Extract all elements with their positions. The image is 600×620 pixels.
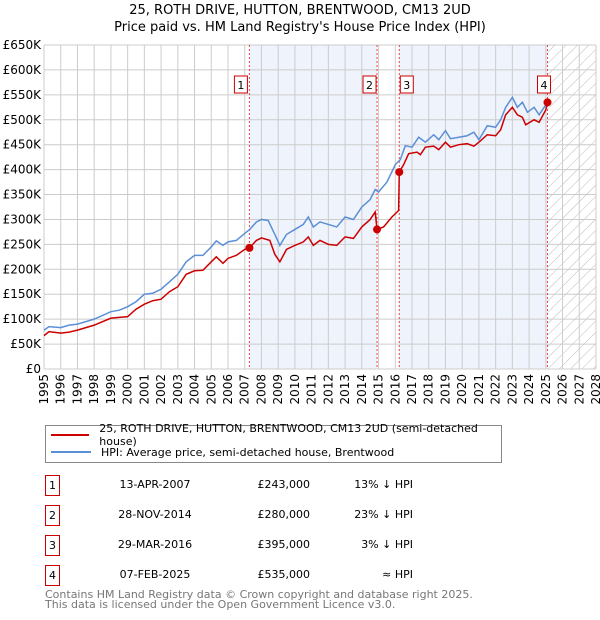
x-tick-label: 2028	[589, 374, 600, 405]
y-tick-label: £100K	[3, 312, 43, 326]
x-tick-label: 1996	[54, 374, 68, 405]
x-tick-label: 2005	[204, 374, 218, 405]
x-tick-label: 2014	[355, 374, 369, 405]
x-tick-label: 2011	[305, 374, 319, 405]
hpi-line	[43, 95, 549, 331]
sale-price: £535,000	[257, 568, 311, 581]
table-row: 4 07-FEB-2025 £535,000 ≈ HPI	[45, 565, 445, 587]
hpi-diff: ≈ HPI	[382, 568, 413, 581]
sale-date: 28-NOV-2014	[118, 508, 192, 521]
x-tick-label: 2024	[522, 374, 536, 405]
sale-price: £395,000	[257, 538, 311, 551]
sale-label: 2	[366, 79, 373, 92]
legend-hpi: HPI: Average price, semi-detached house,…	[101, 445, 395, 459]
chart-subtitle: Price paid vs. HM Land Registry's House …	[114, 20, 486, 35]
x-tick-label: 2002	[154, 374, 168, 405]
sale-point	[395, 168, 404, 177]
sale-date: 07-FEB-2025	[119, 568, 191, 581]
legend-red-line	[51, 434, 90, 436]
sale-number: 4	[45, 565, 60, 586]
x-tick-label: 2017	[405, 374, 419, 405]
legend: 25, ROTH DRIVE, HUTTON, BRENTWOOD, CM13 …	[45, 422, 502, 463]
legend-property: 25, ROTH DRIVE, HUTTON, BRENTWOOD, CM13 …	[99, 422, 478, 448]
legend-blue-line	[51, 451, 91, 453]
sale-point	[373, 225, 382, 234]
x-tick-label: 2023	[505, 374, 519, 405]
footer-line1: Contains HM Land Registry data © Crown c…	[45, 588, 473, 601]
y-tick-label: £0	[26, 362, 41, 376]
y-tick-label: £400K	[3, 163, 43, 177]
x-tick-label: 1995	[37, 374, 51, 405]
x-tick-label: 2013	[338, 374, 352, 405]
x-tick-label: 2018	[422, 374, 436, 405]
price-chart: 1 2 3 4 £0 £50K £100K £150K £200K £250K £300K £350K…	[3, 38, 600, 405]
x-tick-label: 2009	[271, 374, 285, 405]
x-tick-label: 2019	[438, 374, 452, 405]
x-tick-label: 2001	[137, 374, 151, 405]
forecast-hatch	[547, 45, 596, 369]
footer-line2: This data is licensed under the Open Gov…	[45, 598, 396, 611]
sale-label: 1	[237, 79, 244, 92]
sale-date: 29-MAR-2016	[117, 538, 193, 551]
x-tick-label: 2021	[472, 374, 486, 405]
shaded-period	[399, 45, 548, 369]
sale-point	[245, 243, 254, 252]
x-tick-label: 2020	[455, 374, 469, 405]
x-tick-label: 2022	[489, 374, 503, 405]
price-paid-line	[43, 102, 549, 337]
table-row: 1 13-APR-2007 £243,000 13% ↓ HPI	[45, 475, 445, 497]
y-tick-label: £650K	[3, 38, 43, 52]
sale-number: 2	[45, 505, 60, 526]
y-tick-label: £200K	[3, 262, 43, 276]
x-tick-label: 2016	[388, 374, 402, 405]
footer: Contains HM Land Registry data © Crown c…	[45, 588, 473, 611]
y-tick-label: £350K	[3, 188, 43, 202]
x-tick-label: 2012	[321, 374, 335, 405]
x-tick-label: 2026	[556, 374, 570, 405]
y-tick-label: £450K	[3, 138, 43, 152]
x-tick-label: 2000	[121, 374, 135, 405]
x-tick-label: 2008	[254, 374, 268, 405]
y-tick-label: £550K	[3, 88, 43, 102]
sale-date: 13-APR-2007	[119, 478, 191, 491]
sale-label-box	[233, 75, 248, 94]
x-tick-label: 2025	[539, 374, 553, 405]
y-tick-label: £600K	[3, 63, 43, 77]
x-tick-label: 2006	[221, 374, 235, 405]
x-tick-label: 1997	[70, 374, 84, 405]
sale-price: £243,000	[257, 478, 311, 491]
sale-number: 1	[45, 475, 60, 496]
sale-label-box	[362, 75, 377, 94]
shaded-period	[249, 45, 378, 369]
sale-point	[543, 98, 552, 107]
x-tick-label: 2027	[572, 374, 586, 405]
x-tick-label: 2003	[171, 374, 185, 405]
hpi-diff: 13% ↓ HPI	[354, 478, 413, 491]
sale-number: 3	[45, 535, 60, 556]
y-tick-label: £300K	[3, 212, 43, 226]
x-tick-label: 2007	[238, 374, 252, 405]
table-row: 3 29-MAR-2016 £395,000 3% ↓ HPI	[45, 535, 445, 557]
y-tick-label: £150K	[3, 287, 43, 301]
y-tick-label: £50K	[10, 337, 42, 351]
sale-label: 3	[403, 79, 410, 92]
chart-title: 25, ROTH DRIVE, HUTTON, BRENTWOOD, CM13 …	[129, 3, 471, 18]
sale-label: 4	[540, 79, 547, 92]
x-tick-label: 1999	[104, 374, 118, 405]
y-tick-label: £500K	[3, 113, 43, 127]
sale-label-box	[399, 75, 414, 94]
x-tick-label: 1998	[87, 374, 101, 405]
table-row: 2 28-NOV-2014 £280,000 23% ↓ HPI	[45, 505, 445, 527]
sale-price: £280,000	[257, 508, 311, 521]
x-tick-label: 2004	[188, 374, 202, 405]
y-tick-label: £250K	[3, 237, 43, 251]
hpi-diff: 3% ↓ HPI	[361, 538, 413, 551]
x-tick-label: 2010	[288, 374, 302, 405]
hpi-diff: 23% ↓ HPI	[354, 508, 413, 521]
x-tick-label: 2015	[372, 374, 386, 405]
sale-label-box	[536, 75, 551, 94]
